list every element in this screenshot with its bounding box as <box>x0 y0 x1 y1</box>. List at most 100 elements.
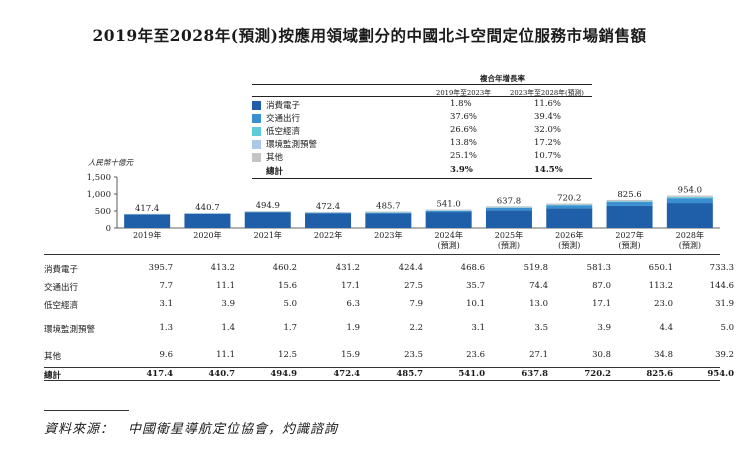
cagr-footer-rule <box>252 178 592 179</box>
table-cell: 11.1 <box>216 281 235 291</box>
bar-segment <box>606 202 653 206</box>
x-category-label: 2024年 <box>434 230 462 240</box>
legend-cagr-2023-2028: 39.4% <box>534 112 562 122</box>
table-cell: 23.5 <box>404 350 423 360</box>
table-cell: 27.1 <box>529 350 548 360</box>
legend-label: 低空經濟 <box>266 127 301 137</box>
legend-label: 消費電子 <box>266 101 301 111</box>
table-cell: 825.6 <box>646 369 673 379</box>
table-row: 交通出行 7.7 11.1 15.6 17.1 27.5 35.7 74.4 87.0 113.2… <box>44 280 734 294</box>
legend-item: 消費電子 1.8% 11.6% <box>252 99 592 112</box>
bar-segment <box>365 213 412 228</box>
table-row: 低空經濟 3.1 3.9 5.0 6.3 7.9 10.1 13.0 17.1 23.0 31.9 <box>44 298 734 312</box>
table-cell: 720.2 <box>584 369 611 379</box>
bar-segment <box>485 206 532 208</box>
legend-swatch <box>252 127 261 136</box>
table-cell: 17.1 <box>341 281 360 291</box>
table-cell: 87.0 <box>592 281 611 291</box>
table-cell: 1.4 <box>221 323 235 333</box>
table-cell: 472.4 <box>333 369 360 379</box>
legend-item: 其他 25.1% 10.7% <box>252 151 592 164</box>
x-category-label: (預測) <box>618 240 640 250</box>
table-row: 環境監測預警 1.3 1.4 1.7 1.9 2.2 3.1 3.5 3.9 4.4 5.0 <box>44 322 734 336</box>
bar-total-label: 954.0 <box>678 186 702 196</box>
bar-segment <box>305 211 352 213</box>
table-cell: 1.9 <box>346 323 360 333</box>
table-cell: 485.7 <box>396 369 423 379</box>
bar-segment <box>244 211 291 213</box>
legend-label: 其他 <box>266 153 284 163</box>
bar-total-label: 825.6 <box>617 190 641 200</box>
table-total-row: 總計 417.4 440.7 494.9 472.4 485.7 541.0 637.8 720… <box>44 368 734 382</box>
table-cell: 494.9 <box>270 369 297 379</box>
bar-segment <box>425 209 472 211</box>
cagr-col2-header: 2023年至2028年(預測) <box>510 89 584 97</box>
table-cell: 9.6 <box>159 350 173 360</box>
y-axis-unit-label: 人民幣十億元 <box>88 158 133 167</box>
source-note: 資料來源： 中國衛星導航定位協會，灼識諮詢 <box>44 422 339 437</box>
table-cell: 3.9 <box>221 299 235 309</box>
table-cell: 637.8 <box>521 369 548 379</box>
legend-item: 環境監測預警 13.8% 17.2% <box>252 138 592 151</box>
table-rule-top <box>44 254 720 255</box>
table-cell: 144.6 <box>709 281 734 291</box>
bar-total-label: 417.4 <box>135 204 159 214</box>
legend-cagr-2023-2028: 10.7% <box>534 151 562 161</box>
table-cell: 1.3 <box>159 323 173 333</box>
bar-total-label: 494.9 <box>256 201 280 211</box>
bar-segment <box>305 213 352 228</box>
table-cell: 519.8 <box>523 263 548 273</box>
table-cell: 23.0 <box>654 299 673 309</box>
legend-item: 交通出行 37.6% 39.4% <box>252 112 592 125</box>
bar-total-label: 440.7 <box>195 203 219 213</box>
bar-segment <box>305 212 352 214</box>
bar-segment <box>606 201 653 203</box>
table-cell: 650.1 <box>648 263 673 273</box>
bar-total-label: 720.2 <box>557 194 581 204</box>
legend-cagr-2019-2023: 26.6% <box>450 125 478 135</box>
legend-cagr-2019-2023: 13.8% <box>450 138 478 148</box>
table-rule-bottom <box>44 380 720 381</box>
bar-total-label: 637.8 <box>497 196 521 206</box>
cagr-header-rule-bottom <box>252 96 592 97</box>
table-cell: 1.7 <box>283 323 297 333</box>
table-cell: 733.3 <box>709 263 734 273</box>
table-cell: 954.0 <box>707 369 734 379</box>
table-cell: 395.7 <box>148 263 173 273</box>
table-cell: 30.8 <box>592 350 611 360</box>
table-cell: 31.9 <box>715 299 734 309</box>
x-category-label: (預測) <box>679 240 701 250</box>
bar-total-label: 541.0 <box>436 200 460 210</box>
y-tick-label: 500 <box>95 207 111 217</box>
legend-swatch <box>252 153 261 162</box>
table-cell: 417.4 <box>146 369 173 379</box>
table-cell: 3.1 <box>159 299 173 309</box>
table-cell: 3.5 <box>534 323 548 333</box>
table-row-label: 其他 <box>44 352 62 362</box>
table-row-label: 總計 <box>44 371 62 381</box>
x-category-label: 2027年 <box>615 230 643 240</box>
table-cell: 6.3 <box>346 299 360 309</box>
bar-total-label: 485.7 <box>376 201 400 211</box>
table-cell: 10.1 <box>466 299 485 309</box>
table-row-label: 交通出行 <box>44 283 79 293</box>
x-category-label: 2022年 <box>314 230 342 240</box>
table-cell: 413.2 <box>210 263 235 273</box>
x-category-label: 2020年 <box>193 230 221 240</box>
bar-segment <box>546 203 593 205</box>
bar-segment <box>124 214 171 228</box>
bar-segment <box>184 213 231 228</box>
table-cell: 17.1 <box>592 299 611 309</box>
x-category-label: 2019年 <box>133 230 161 240</box>
bar-segment <box>365 211 412 213</box>
x-category-label: 2026年 <box>555 230 583 240</box>
x-category-label: (預測) <box>438 240 460 250</box>
table-cell: 3.1 <box>471 323 485 333</box>
x-category-label: 2021年 <box>254 230 282 240</box>
table-cell: 7.9 <box>409 299 423 309</box>
bar-total-label: 472.4 <box>316 202 340 212</box>
legend-label: 交通出行 <box>266 114 301 124</box>
bar-segment <box>485 207 532 211</box>
table-cell: 74.4 <box>529 281 548 291</box>
table-cell: 3.9 <box>597 323 611 333</box>
